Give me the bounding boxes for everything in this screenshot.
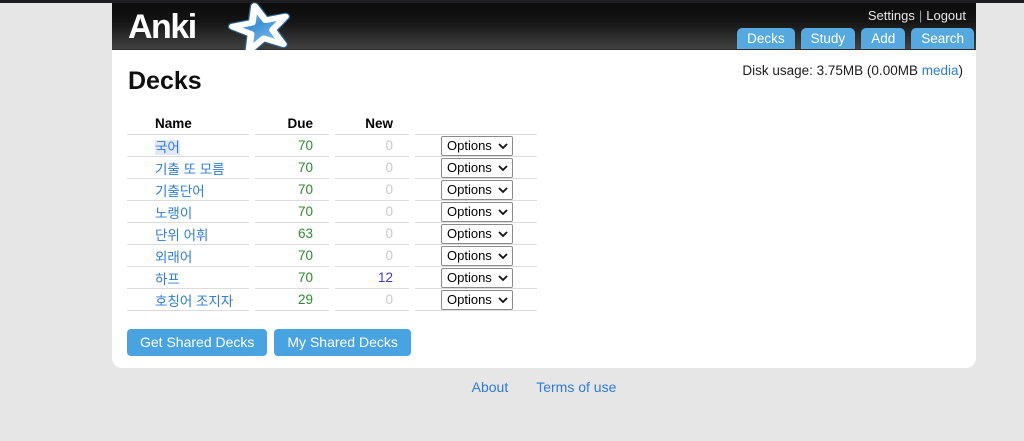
deck-options-select[interactable]: Options xyxy=(441,179,513,200)
deck-row: 단위 어휘 63 0 Options xyxy=(127,223,537,245)
options-cell: Options xyxy=(415,135,537,157)
options-cell: Options xyxy=(415,157,537,179)
new-count: 12 xyxy=(335,267,409,289)
column-header-name: Name xyxy=(127,113,249,135)
deck-options-select[interactable]: Options xyxy=(441,267,513,288)
tab-decks[interactable]: Decks xyxy=(737,28,795,49)
deck-name-link[interactable]: 단위 어휘 xyxy=(155,227,209,243)
due-count: 70 xyxy=(255,135,329,157)
deck-row: 외래어 70 0 Options xyxy=(127,245,537,267)
link-separator: | xyxy=(918,8,923,23)
page-title: Decks xyxy=(128,67,202,95)
options-cell: Options xyxy=(415,289,537,311)
deck-name-link[interactable]: 노랭이 xyxy=(155,205,193,221)
deck-options-select[interactable]: Options xyxy=(441,289,513,310)
deck-name-link[interactable]: 외래어 xyxy=(155,249,193,265)
deck-row: 기출 또 모름 70 0 Options xyxy=(127,157,537,179)
deck-name-link[interactable]: 기출 또 모름 xyxy=(155,161,225,177)
about-link[interactable]: About xyxy=(471,379,509,395)
deck-row: 기출단어 70 0 Options xyxy=(127,179,537,201)
disk-usage: Disk usage: 3.75MB (0.00MB media) xyxy=(742,63,963,78)
deck-table-header-row: Name Due New xyxy=(127,113,537,135)
due-count: 70 xyxy=(255,267,329,289)
deck-name-link[interactable]: 하프 xyxy=(155,271,180,287)
window-top-strip xyxy=(0,0,1024,3)
shared-deck-buttons: Get Shared Decks My Shared Decks xyxy=(127,329,976,356)
deck-name-cell: 기출단어 xyxy=(127,179,249,201)
user-links: Settings | Logout xyxy=(868,8,966,23)
due-count: 70 xyxy=(255,201,329,223)
media-link[interactable]: media xyxy=(921,63,959,78)
due-count: 29 xyxy=(255,289,329,311)
deck-name-cell: 호칭어 조지자 xyxy=(127,289,249,311)
get-shared-decks-button[interactable]: Get Shared Decks xyxy=(127,329,268,356)
settings-link[interactable]: Settings xyxy=(867,8,915,23)
tab-study[interactable]: Study xyxy=(800,28,856,49)
logo-text: Anki xyxy=(128,7,197,46)
due-count: 63 xyxy=(255,223,329,245)
deck-table: Name Due New 국어 70 0 Options 기출 또 모름 70 0 Optio… xyxy=(121,113,543,311)
options-cell: Options xyxy=(415,223,537,245)
deck-name-cell: 외래어 xyxy=(127,245,249,267)
deck-row: 하프 70 12 Options xyxy=(127,267,537,289)
due-count: 70 xyxy=(255,179,329,201)
due-count: 70 xyxy=(255,157,329,179)
new-count: 0 xyxy=(335,179,409,201)
disk-usage-text: Disk usage: 3.75MB (0.00MB xyxy=(742,63,922,78)
deck-name-cell: 기출 또 모름 xyxy=(127,157,249,179)
terms-of-use-link[interactable]: Terms of use xyxy=(536,379,617,395)
anki-logo: Anki xyxy=(128,3,197,50)
deck-options-select[interactable]: Options xyxy=(441,135,513,156)
deck-name-cell: 하프 xyxy=(127,267,249,289)
page-column: Anki Settings | Logout Decks Study Add Search… xyxy=(112,2,976,368)
due-count: 70 xyxy=(255,245,329,267)
new-count: 0 xyxy=(335,157,409,179)
new-count: 0 xyxy=(335,223,409,245)
options-cell: Options xyxy=(415,245,537,267)
new-count: 0 xyxy=(335,245,409,267)
column-header-options xyxy=(415,113,537,135)
footer-links: About Terms of use xyxy=(112,379,976,395)
deck-name-cell: 단위 어휘 xyxy=(127,223,249,245)
deck-name-link[interactable]: 기출단어 xyxy=(155,183,205,199)
deck-options-select[interactable]: Options xyxy=(441,157,513,178)
deck-options-select[interactable]: Options xyxy=(441,201,513,222)
column-header-new: New xyxy=(335,113,409,135)
deck-options-select[interactable]: Options xyxy=(441,245,513,266)
tab-search[interactable]: Search xyxy=(911,28,974,49)
nav-tabs: Decks Study Add Search xyxy=(737,28,974,49)
main-panel: Decks Disk usage: 3.75MB (0.00MB media) … xyxy=(112,50,976,368)
new-count: 0 xyxy=(335,135,409,157)
disk-usage-suffix: ) xyxy=(958,63,964,78)
deck-name-link[interactable]: 호칭어 조지자 xyxy=(155,293,234,309)
app-header: Anki Settings | Logout Decks Study Add Search xyxy=(112,2,976,55)
column-header-due: Due xyxy=(255,113,329,135)
deck-options-select[interactable]: Options xyxy=(441,223,513,244)
deck-row: 호칭어 조지자 29 0 Options xyxy=(127,289,537,311)
my-shared-decks-button[interactable]: My Shared Decks xyxy=(274,329,411,356)
options-cell: Options xyxy=(415,179,537,201)
deck-name-cell: 국어 xyxy=(127,135,249,157)
logout-link[interactable]: Logout xyxy=(926,8,966,23)
new-count: 0 xyxy=(335,289,409,311)
anki-star-icon xyxy=(227,2,291,55)
deck-name-link[interactable]: 국어 xyxy=(155,139,180,155)
new-count: 0 xyxy=(335,201,409,223)
options-cell: Options xyxy=(415,267,537,289)
deck-name-cell: 노랭이 xyxy=(127,201,249,223)
options-cell: Options xyxy=(415,201,537,223)
deck-row: 노랭이 70 0 Options xyxy=(127,201,537,223)
tab-add[interactable]: Add xyxy=(861,28,906,49)
deck-row: 국어 70 0 Options xyxy=(127,135,537,157)
